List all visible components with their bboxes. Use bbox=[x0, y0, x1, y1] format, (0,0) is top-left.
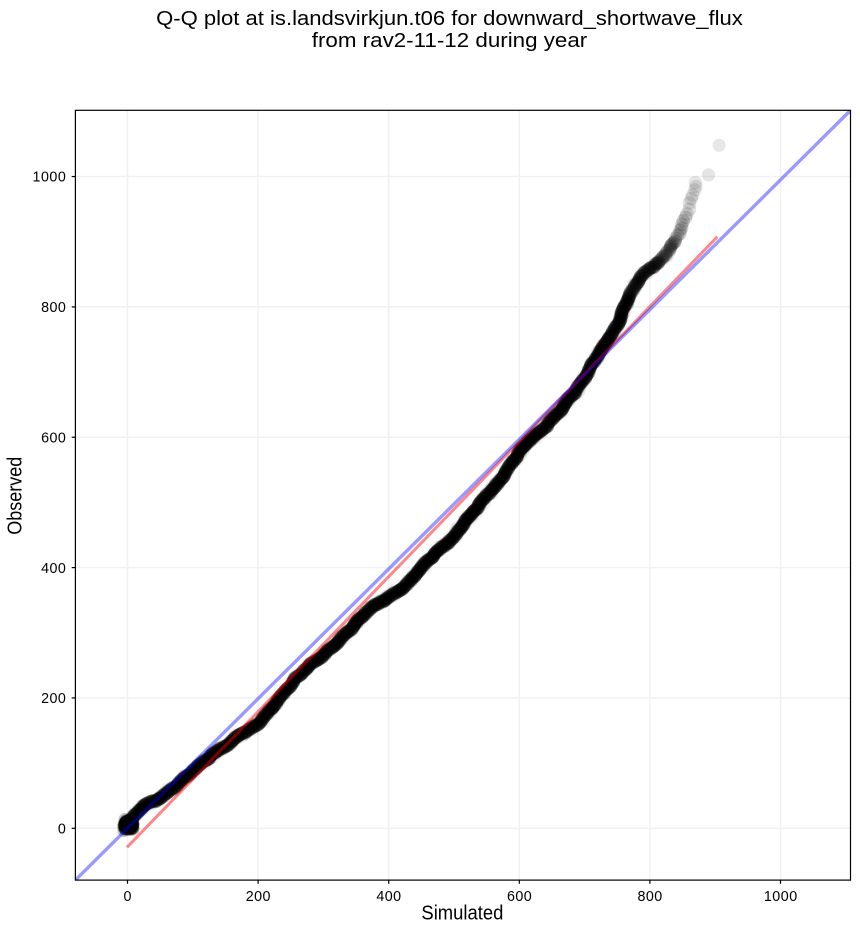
svg-text:0: 0 bbox=[124, 889, 132, 905]
svg-text:800: 800 bbox=[41, 300, 66, 316]
svg-text:600: 600 bbox=[41, 430, 66, 446]
svg-text:1000: 1000 bbox=[33, 170, 66, 186]
svg-text:400: 400 bbox=[376, 889, 401, 905]
svg-text:200: 200 bbox=[41, 691, 66, 707]
svg-text:Q-Q plot at is.landsvirkjun.t0: Q-Q plot at is.landsvirkjun.t06 for down… bbox=[156, 8, 743, 30]
svg-text:Simulated: Simulated bbox=[421, 903, 503, 925]
svg-text:Observed: Observed bbox=[5, 457, 27, 535]
svg-text:200: 200 bbox=[246, 889, 271, 905]
svg-text:400: 400 bbox=[41, 561, 66, 577]
svg-text:1000: 1000 bbox=[764, 889, 797, 905]
svg-text:800: 800 bbox=[638, 889, 663, 905]
svg-text:600: 600 bbox=[507, 889, 532, 905]
svg-text:0: 0 bbox=[58, 822, 66, 838]
svg-text:from rav2-11-12 during year: from rav2-11-12 during year bbox=[312, 30, 588, 52]
